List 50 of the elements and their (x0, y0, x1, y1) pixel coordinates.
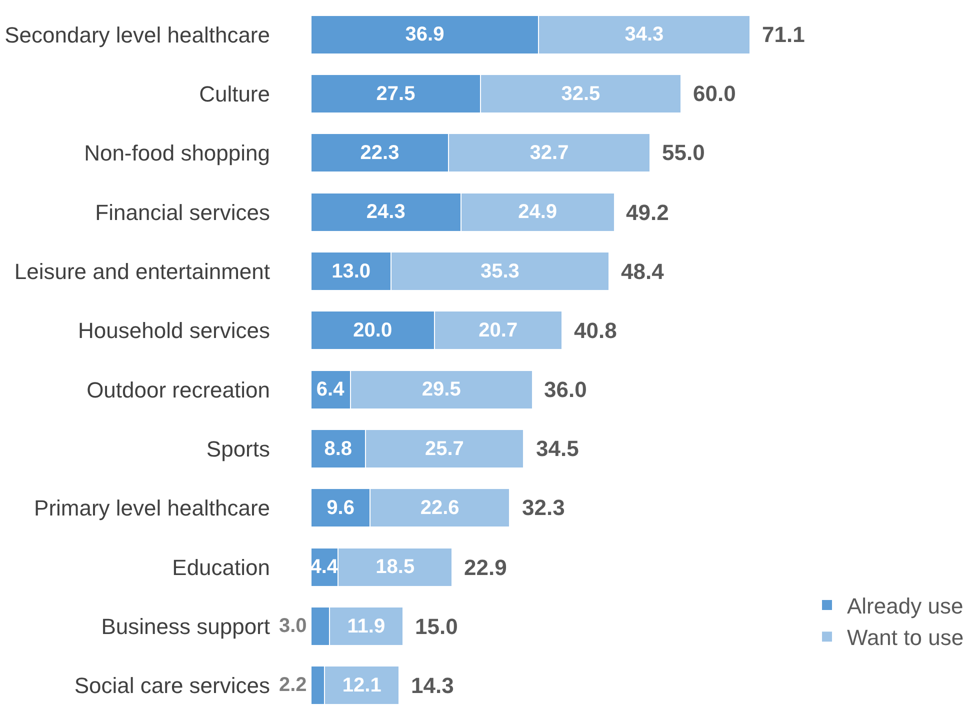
legend-label: Already use (847, 594, 964, 619)
data-label: 27.5 (376, 82, 416, 105)
total-label: 32.3 (522, 495, 565, 520)
total-label: 55.0 (662, 140, 705, 165)
total-label: 36.0 (544, 377, 587, 402)
total-label: 71.1 (762, 22, 805, 47)
legend-label: Want to use (847, 625, 964, 650)
data-label: 8.8 (324, 438, 352, 460)
data-label: 22.3 (360, 142, 400, 164)
y-tick-label: Financial services (95, 200, 270, 225)
data-label: 25.7 (425, 438, 464, 460)
data-label: 13.0 (332, 260, 371, 282)
total-label: 14.3 (411, 673, 454, 698)
total-label: 60.0 (693, 81, 736, 106)
data-label: 24.9 (518, 201, 558, 224)
data-label: 20.0 (353, 319, 392, 342)
y-tick-label: Household services (78, 318, 270, 344)
y-tick-label: Secondary level healthcare (4, 22, 270, 48)
data-label: 24.3 (366, 201, 406, 224)
total-label: 22.9 (464, 555, 507, 580)
y-tick-label: Education (172, 554, 270, 580)
y-tick-label: Business support (101, 614, 270, 639)
data-label: 20.7 (478, 319, 518, 342)
data-label: 36.9 (405, 24, 444, 46)
y-tick-label: Social care services (74, 673, 270, 698)
total-label: 34.5 (536, 436, 579, 461)
data-label: 2.2 (279, 674, 307, 696)
data-label: 29.5 (422, 378, 461, 401)
total-label: 15.0 (415, 614, 458, 639)
total-label: 49.2 (626, 200, 669, 225)
data-label: 35.3 (480, 260, 520, 282)
y-tick-label: Sports (206, 436, 270, 462)
total-label: 48.4 (621, 259, 665, 284)
y-tick-label: Culture (199, 81, 270, 106)
data-label: 32.7 (530, 142, 569, 164)
y-tick-label: Primary level healthcare (34, 496, 270, 521)
data-label: 32.5 (561, 82, 600, 105)
data-label: 3.0 (279, 615, 307, 637)
data-label: 18.5 (376, 556, 415, 578)
y-tick-label: Non-food shopping (84, 140, 270, 166)
data-label: 12.1 (342, 674, 382, 696)
y-tick-label: Leisure and entertainment (14, 258, 270, 284)
data-label: 9.6 (326, 496, 354, 519)
data-label: 4.4 (310, 556, 339, 578)
data-label: 34.3 (624, 24, 664, 46)
data-label: 6.4 (316, 378, 346, 401)
data-label: 11.9 (347, 615, 386, 638)
y-tick-label: Outdoor recreation (86, 377, 270, 402)
data-label: 22.6 (420, 496, 460, 519)
total-label: 40.8 (574, 318, 617, 343)
